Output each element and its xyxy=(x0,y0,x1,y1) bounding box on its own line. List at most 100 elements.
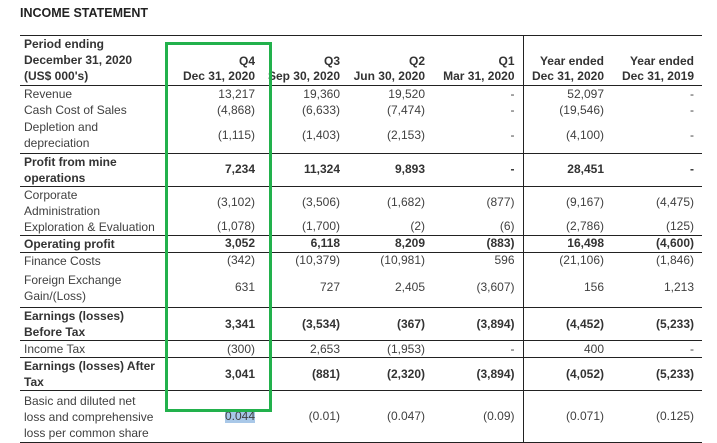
table-row: Basic and diluted net loss and comprehen… xyxy=(20,390,702,443)
table-row: Revenue 13,217 19,360 19,520-52,097- xyxy=(20,85,702,102)
cell-value: (0.071) xyxy=(523,390,612,443)
table-row: Depletion and depreciation (1,115) (1,403)… xyxy=(20,118,702,154)
cell-value: - xyxy=(690,102,694,117)
column-header-line2: Dec 31, 2020 xyxy=(531,69,604,83)
cell-value: 8,209 xyxy=(348,235,433,253)
cell-value: 6,118 xyxy=(263,235,348,253)
cell-value: (877) xyxy=(433,186,524,219)
table-row: Operating profit 3,052 6,118 8,209 (883) 16,4… xyxy=(20,235,702,253)
cell-value: 19,360 xyxy=(303,86,340,101)
cell-value: 7,234 xyxy=(163,153,263,187)
column-header: Q3 Sep 30, 2020 xyxy=(263,35,348,86)
row-label: Operating profit xyxy=(20,235,163,253)
cell-value: 13,217 xyxy=(218,86,255,101)
row-label: Corporate Administration xyxy=(24,187,101,218)
cell-value: (6,633) xyxy=(301,102,340,117)
cell-value: (19,546) xyxy=(559,102,604,117)
cell-value: (881) xyxy=(263,357,348,391)
cell-value: (7,474) xyxy=(386,102,425,117)
cell-value: 596 xyxy=(433,252,524,269)
row-label: Income Tax xyxy=(20,340,163,358)
row-label: Earnings (losses) After Tax xyxy=(20,357,163,391)
cell-value: (300) xyxy=(163,340,263,358)
cell-value: 0.044 xyxy=(163,390,263,443)
cell-value: - xyxy=(612,153,702,187)
cell-value: (1,403) xyxy=(263,118,348,154)
cell-value: (4,100) xyxy=(523,118,612,154)
cell-value: 28,451 xyxy=(523,153,612,187)
cell-value: (5,233) xyxy=(612,357,702,391)
cell-value: (1,115) xyxy=(163,118,263,154)
cell-value: 400 xyxy=(523,340,612,358)
cell-value: - xyxy=(433,85,524,102)
period-label-line: December 31, 2020 xyxy=(24,53,133,67)
cell-value: (4,868) xyxy=(216,102,255,117)
cell-value: - xyxy=(433,118,524,154)
cell-value: (4,452) xyxy=(523,307,612,341)
row-label: Profit from mine operations xyxy=(20,153,163,187)
cell-value: (3,894) xyxy=(433,357,524,391)
cell-value: (0.09) xyxy=(433,390,524,443)
table-row: Profit from mine operations 7,234 11,324 9,… xyxy=(20,153,702,187)
cell-value: (21,106) xyxy=(559,253,604,267)
cell-value: - xyxy=(433,340,524,358)
column-header: Q4 Dec 31, 2020 xyxy=(163,35,263,86)
cell-value: (4,475) xyxy=(655,195,694,209)
statement-title: INCOME STATEMENT xyxy=(20,6,149,20)
cell-value: 19,520 xyxy=(388,86,425,101)
column-header: Year ended Dec 31, 2019 xyxy=(612,35,702,86)
cell-value: 631 xyxy=(163,268,263,308)
cell-value: (0.047) xyxy=(348,390,433,443)
cell-value: (1,846) xyxy=(655,253,694,267)
table-row: Exploration & Evaluation (1,078) (1,700) (2… xyxy=(20,218,702,236)
cell-value: (2) xyxy=(348,218,433,236)
cell-value: 3,041 xyxy=(163,357,263,391)
cell-value: 1,213 xyxy=(612,268,702,308)
column-header-line2: Dec 31, 2019 xyxy=(621,69,694,83)
cell-value: (5,233) xyxy=(612,307,702,341)
table-row: Earnings (losses) Before Tax 3,341 (3,534)… xyxy=(20,307,702,341)
column-header: Year ended Dec 31, 2020 xyxy=(523,35,612,86)
table-row: Finance Costs (342) (10,379) (10,981) 596 (21… xyxy=(20,252,702,269)
cell-value: (9,167) xyxy=(565,195,604,209)
cell-value: (10,981) xyxy=(380,253,425,267)
column-header-line1: Year ended xyxy=(629,54,694,68)
cell-value: - xyxy=(612,340,702,358)
cell-value: (4,052) xyxy=(523,357,612,391)
cell-value: (6) xyxy=(433,218,524,236)
row-label: Depletion and depreciation xyxy=(20,118,163,154)
table-row: Income Tax (300) 2,653 (1,953) -400- xyxy=(20,340,702,358)
row-label: Finance Costs xyxy=(24,253,101,268)
cell-value: - xyxy=(433,153,524,187)
row-label: Basic and diluted net loss and comprehen… xyxy=(20,390,163,443)
cell-value: (883) xyxy=(433,235,524,253)
column-header-line2: Mar 31, 2020 xyxy=(443,69,515,83)
period-label-line: (US$ 000's) xyxy=(24,69,89,83)
cell-value: 727 xyxy=(263,268,348,308)
cell-value: 156 xyxy=(523,268,612,308)
period-label-line: Period ending xyxy=(24,37,105,51)
cell-value: (125) xyxy=(612,218,702,236)
column-header-line1: Year ended xyxy=(539,54,604,68)
cell-value: 3,341 xyxy=(163,307,263,341)
row-label: Exploration & Evaluation xyxy=(20,218,163,236)
income-statement-table: Period ending December 31, 2020 (US$ 000's… xyxy=(20,35,702,443)
cell-value: (2,786) xyxy=(523,218,612,236)
cell-value: (367) xyxy=(348,307,433,341)
column-header-line1: Q1 xyxy=(498,54,515,68)
cell-value: 52,097 xyxy=(567,86,604,101)
row-label: Foreign Exchange Gain/(Loss) xyxy=(20,268,163,308)
column-header: Q2 Jun 30, 2020 xyxy=(348,35,433,86)
cell-value: 2,405 xyxy=(348,268,433,308)
column-header-line2: Dec 31, 2020 xyxy=(182,69,255,83)
cell-value: - xyxy=(612,118,702,154)
table-row: Foreign Exchange Gain/(Loss) 631 727 2,405(… xyxy=(20,268,702,308)
column-header: Q1 Mar 31, 2020 xyxy=(433,35,524,86)
cell-value: 11,324 xyxy=(263,153,348,187)
row-label: Revenue xyxy=(24,87,73,101)
selected-value[interactable]: 0.044 xyxy=(224,409,255,423)
cell-value: (1,682) xyxy=(386,195,425,209)
cell-value: (0.01) xyxy=(263,390,348,443)
cell-value: (10,379) xyxy=(295,253,340,267)
cell-value: 9,893 xyxy=(348,153,433,187)
